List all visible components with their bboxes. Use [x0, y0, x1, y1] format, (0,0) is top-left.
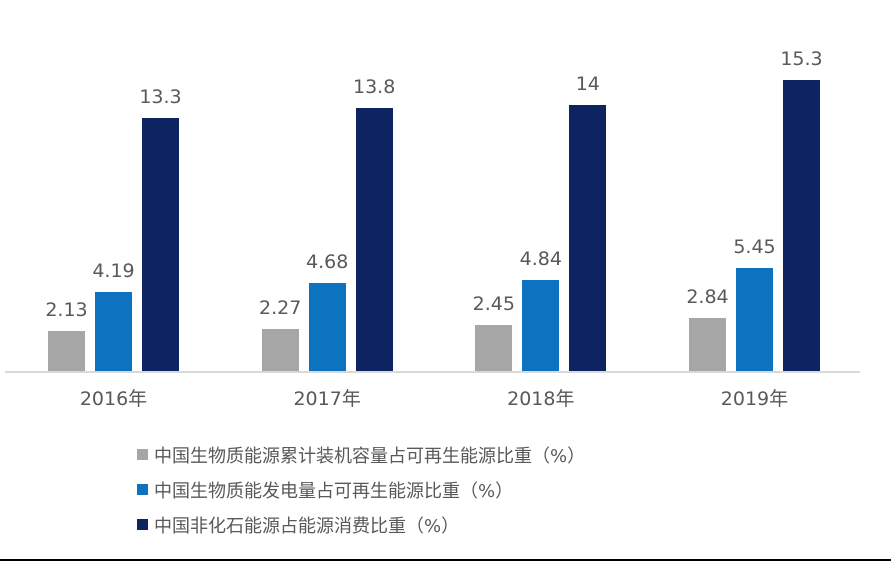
bar-group: 2.13 4.19 13.3	[45, 86, 182, 372]
value-label: 4.68	[306, 251, 349, 274]
bar-wrap: 2.45	[473, 293, 515, 372]
x-axis-label: 2017年	[293, 388, 361, 410]
legend-label: 中国生物质能源累计装机容量占可再生能源比重（%）	[154, 445, 586, 467]
value-label: 4.19	[92, 260, 135, 283]
bar-series-1	[95, 292, 132, 372]
legend-item: 中国非化石能源占能源消费比重（%）	[137, 507, 585, 542]
bar-series-1	[735, 268, 773, 372]
legend-label: 中国生物质能发电量占可再生能源比重（%）	[154, 480, 514, 502]
bar-wrap: 2.84	[686, 286, 729, 372]
value-label: 13.8	[353, 76, 396, 99]
value-label: 4.84	[519, 248, 562, 271]
bar-wrap: 5.45	[733, 236, 776, 372]
bar-series-0	[48, 331, 85, 372]
bar-series-1	[308, 283, 346, 372]
bar-series-0	[475, 325, 513, 372]
bar-wrap: 2.27	[259, 297, 301, 372]
value-label: 13.3	[139, 86, 182, 109]
legend-item: 中国生物质能发电量占可再生能源比重（%）	[137, 472, 585, 507]
bar-group: 2.45 4.84 14	[473, 73, 607, 372]
x-axis-label: 2016年	[79, 388, 148, 410]
x-axis-labels: 2016年 2017年 2018年 2019年	[5, 384, 860, 411]
legend-marker	[137, 519, 148, 530]
bar-group: 2.84 5.45 15.3	[686, 48, 823, 372]
legend-item: 中国生物质能源累计装机容量占可再生能源比重（%）	[137, 437, 585, 472]
x-axis-label: 2018年	[507, 388, 575, 410]
plot-area: 2.13 4.19 13.3 2.27 4.68 13.8 2.45 4.84 14 2.84 5.…	[5, 0, 860, 372]
bar-series-2	[569, 105, 607, 372]
bar-wrap: 2.13	[45, 299, 88, 372]
value-label: 14	[575, 73, 600, 96]
bar-series-1	[522, 280, 560, 372]
bar-group: 2.27 4.68 13.8	[259, 76, 395, 372]
value-label: 2.27	[259, 297, 302, 320]
bar-series-2	[782, 80, 820, 372]
bar-series-2	[355, 108, 393, 372]
bar-wrap: 14	[569, 73, 607, 372]
bar-series-2	[142, 118, 179, 372]
legend: 中国生物质能源累计装机容量占可再生能源比重（%） 中国生物质能发电量占可再生能源比…	[137, 437, 585, 542]
legend-marker	[137, 484, 148, 495]
value-label: 2.84	[686, 286, 729, 309]
bar-wrap: 13.3	[139, 86, 182, 372]
bar-wrap: 4.19	[92, 260, 135, 372]
bar-wrap: 13.8	[353, 76, 395, 372]
value-label: 2.13	[45, 299, 88, 322]
x-axis-label: 2019年	[720, 388, 789, 410]
bar-wrap: 15.3	[780, 48, 823, 372]
legend-marker	[137, 449, 148, 460]
value-label: 5.45	[733, 236, 776, 259]
bar-series-0	[688, 318, 726, 372]
value-label: 15.3	[780, 48, 823, 71]
bar-series-0	[261, 329, 299, 372]
bottom-border-line	[0, 559, 891, 561]
bar-wrap: 4.68	[306, 251, 348, 372]
bar-wrap: 4.84	[520, 248, 562, 372]
x-axis-line	[5, 371, 860, 373]
value-label: 2.45	[472, 293, 515, 316]
legend-label: 中国非化石能源占能源消费比重（%）	[154, 515, 460, 537]
